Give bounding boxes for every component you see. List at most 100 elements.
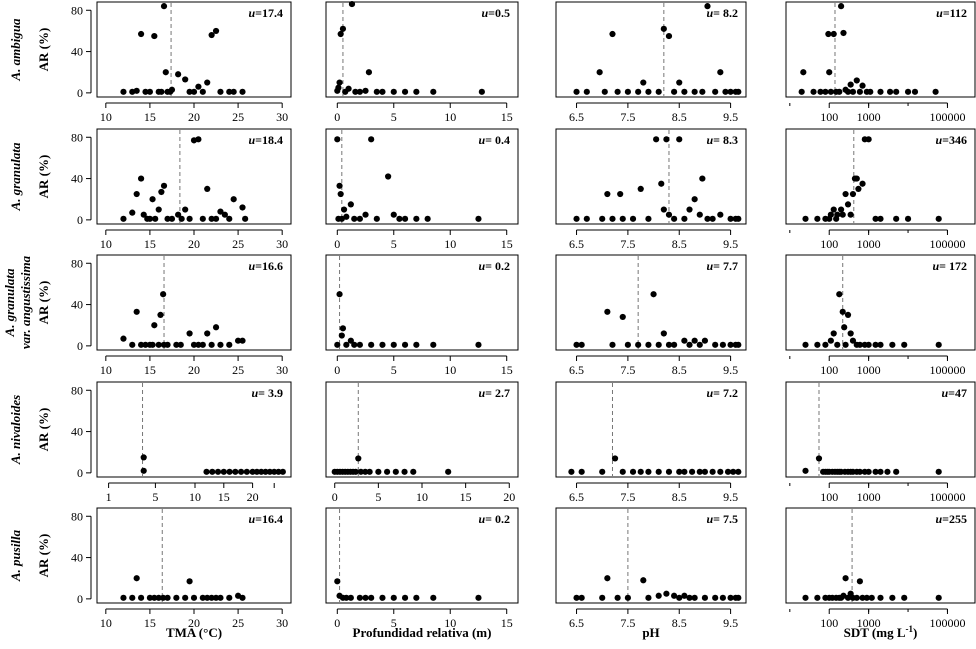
data-point [611,455,619,462]
y-tick-label: 0 [77,592,83,606]
x-tick-label: 100 [820,363,838,377]
y-tick-label: 40 [71,425,83,439]
data-point [133,308,140,315]
data-point [578,341,585,348]
y-tick-label: 80 [71,383,83,397]
data-point [334,341,341,348]
optimum-value: = 7.7 [713,259,738,273]
optimum-label: u=18.4 [248,133,283,147]
y-tick-label: 80 [71,130,83,144]
data-point [671,592,678,599]
y-tick-label: 0 [77,466,83,480]
x-tick-label: 8.5 [672,616,687,630]
data-point [830,206,837,213]
data-point [186,88,193,95]
data-point [338,332,345,339]
data-point [712,88,719,95]
optimum-symbol: u [248,133,255,147]
data-point [583,215,590,222]
data-point [583,88,590,95]
x-tick-label: 0 [334,110,340,124]
data-point [140,454,147,461]
x-tick-label: 30 [276,110,288,124]
panel-frame [785,128,976,225]
data-point [336,79,343,86]
data-point [676,136,683,143]
panel-4-3: u=255 100 1000 100000 [785,507,976,630]
data-point [859,180,866,187]
data-point [177,341,184,348]
panel-2-2: u= 7.7 6.5 7.5 8.5 9.5 [555,254,747,377]
data-point [681,337,688,344]
optimum-symbol: u [248,6,255,20]
y-axis-label: AR (%) [36,28,51,72]
data-point [352,88,359,95]
data-point [133,190,140,198]
x-tick-label: 9.5 [723,616,738,630]
data-point [410,468,417,475]
data-point [445,468,452,475]
data-point [699,175,706,182]
data-point [168,215,176,222]
data-point [158,188,165,196]
data-point [262,468,269,475]
data-point [478,88,485,95]
optimum-value: =16.6 [255,259,283,273]
panel-0-3: u=112 100 1000 100000 [785,1,976,124]
data-point [401,594,409,601]
data-point [686,206,693,213]
data-point [336,182,343,189]
data-point [681,88,688,95]
optimum-value: =0.5 [488,6,510,20]
x-tick-label: 25 [232,363,244,377]
data-point [383,468,391,475]
data-point [814,341,821,348]
optimum-value: =47 [948,386,967,400]
data-point [120,88,127,95]
optimum-value: =112 [943,6,967,20]
optimum-value: =346 [942,133,967,147]
panel-3-3: u=47 100 1000 100000 [785,381,976,504]
data-point [663,590,670,597]
data-point [401,468,408,475]
data-point [701,594,709,601]
data-point [635,88,642,95]
data-point [362,211,369,218]
x-tick-label: 100 [820,237,838,251]
data-point [573,341,580,348]
data-point [195,136,202,143]
data-point [893,88,900,95]
data-point [877,594,884,601]
data-point [604,190,611,198]
data-point [279,468,286,475]
x-tick-label: 15 [501,237,513,251]
x-tick-label: 100 [820,490,838,504]
optimum-value: = 172 [939,259,967,273]
data-point [696,211,703,218]
x-tick-label: 15 [460,490,472,504]
optimum-value: =17.4 [255,6,283,20]
panel-2-0: u=16.6 10 15 20 25 30 0 40 80 AR (%) [36,254,292,377]
data-point [717,211,724,218]
data-point [356,594,363,601]
data-point [932,88,939,95]
data-point [379,341,386,348]
data-point [810,88,817,95]
data-point [390,88,397,95]
data-point [624,594,631,601]
data-point [619,468,626,475]
data-point [379,594,386,601]
data-point [935,468,942,475]
data-point [351,341,358,348]
data-point [837,206,845,213]
data-point [802,594,809,601]
optimum-symbol: u [478,133,485,147]
x-tick-label: 20 [247,490,259,504]
data-point [712,594,719,601]
optimum-symbol: u [478,512,485,526]
data-point [724,468,732,475]
data-point [226,468,233,475]
data-point [129,209,136,216]
data-point [573,594,580,601]
data-point [573,215,580,222]
